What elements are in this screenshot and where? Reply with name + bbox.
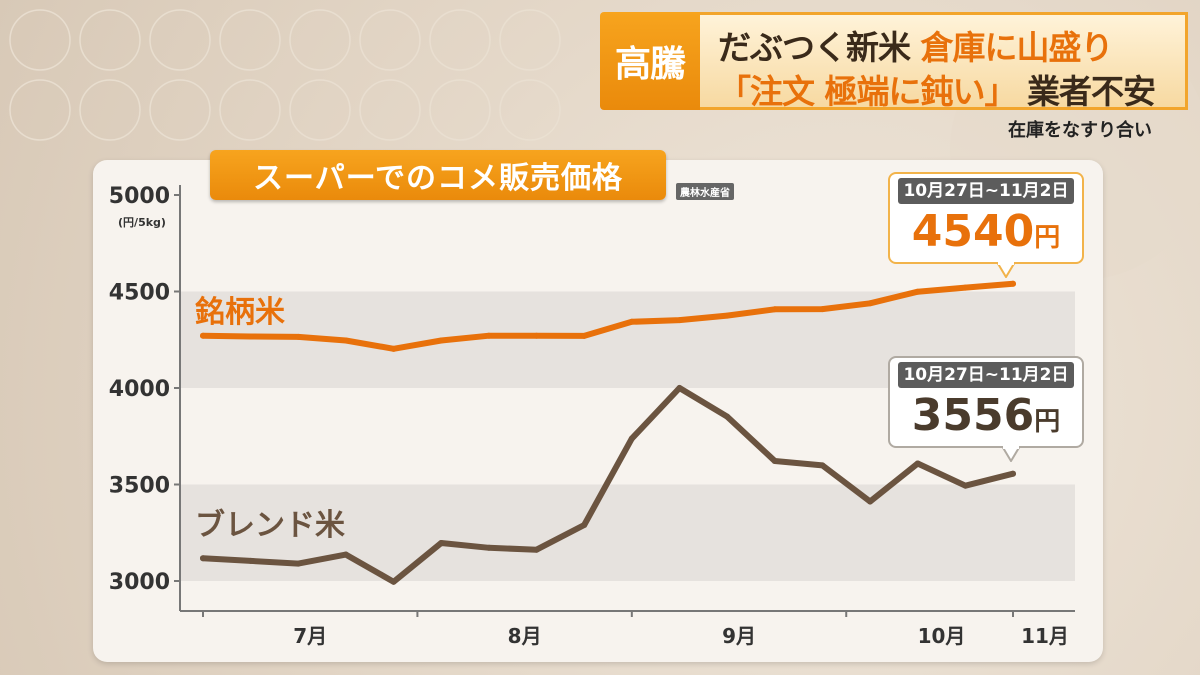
data-point [914, 460, 921, 467]
callout-brand-rice: 10月27日~11月2日 4540円 [888, 172, 1084, 264]
series-label: 銘柄米 [195, 295, 285, 330]
data-point [533, 546, 540, 553]
data-point [247, 557, 254, 564]
data-point [628, 435, 635, 442]
data-point [1010, 470, 1016, 477]
y-tick-label: 4000 [109, 377, 170, 402]
y-tick-label: 5000 [109, 184, 170, 209]
data-point [438, 539, 445, 546]
callout-blend-price: 3556円 [890, 390, 1082, 441]
callout-brand-period: 10月27日~11月2日 [898, 178, 1074, 204]
chart-title: スーパーでのコメ販売価格 [210, 150, 666, 200]
data-point [247, 333, 254, 340]
data-point [533, 332, 540, 339]
data-point [390, 578, 397, 585]
data-point [676, 385, 683, 391]
callout-blend-pointer [1000, 446, 1022, 462]
callout-brand-price-value: 4540 [911, 206, 1035, 257]
callout-blend-rice: 10月27日~11月2日 3556円 [888, 356, 1084, 448]
x-month-label: 10月 [918, 624, 966, 648]
headline-line-1b: 倉庫に山盛り [920, 28, 1114, 67]
data-point [676, 317, 683, 324]
series-label: ブレンド米 [195, 508, 345, 543]
callout-blend-price-value: 3556 [911, 390, 1035, 441]
x-month-label: 7月 [293, 624, 327, 648]
callout-brand-price-unit: 円 [1034, 223, 1061, 253]
data-point [1010, 280, 1016, 287]
data-point [867, 300, 874, 307]
data-point [628, 318, 635, 325]
x-month-label: 8月 [508, 624, 542, 648]
data-point [438, 337, 445, 344]
data-point [962, 482, 969, 489]
series-line-brand-rice [200, 280, 1016, 352]
callout-brand-pointer [995, 262, 1017, 278]
data-point [819, 306, 826, 313]
headline-title-box: だぶつく新米 倉庫に山盛り 「注文 極端に鈍い」 業者不安 [700, 12, 1188, 113]
y-tick-label: 3000 [109, 570, 170, 595]
data-point [867, 498, 874, 505]
headline-line-1a: だぶつく新米 [718, 28, 911, 67]
headline-line-2a: 「注文 極端に鈍い」 [718, 72, 1017, 111]
headline-line-2b: 業者不安 [1027, 72, 1156, 111]
grid-band [180, 484, 1075, 581]
data-point [962, 284, 969, 291]
series-line-blend-rice [200, 385, 1016, 585]
data-point [295, 333, 302, 340]
callout-brand-price: 4540円 [890, 206, 1082, 257]
data-point [914, 288, 921, 295]
y-tick-label: 4500 [109, 281, 170, 306]
chart-source: 農林水産省 [676, 183, 734, 200]
data-point [724, 413, 731, 420]
data-point [771, 306, 778, 313]
data-point [200, 555, 206, 562]
headline-line-2: 「注文 極端に鈍い」 業者不安 [718, 65, 1156, 113]
headline-banner: 高騰 だぶつく新米 倉庫に山盛り 「注文 極端に鈍い」 業者不安 [600, 12, 1188, 113]
data-point [771, 457, 778, 464]
callout-blend-price-unit: 円 [1034, 407, 1061, 437]
data-point [200, 332, 206, 339]
x-month-label: 11月 [1021, 624, 1069, 648]
headline-tag: 高騰 [600, 12, 700, 110]
data-point [581, 522, 588, 529]
data-point [390, 345, 397, 352]
y-tick-label: 3500 [109, 474, 170, 499]
x-month-label: 9月 [722, 624, 756, 648]
data-point [295, 560, 302, 567]
data-point [485, 544, 492, 551]
data-point [819, 462, 826, 469]
data-point [342, 551, 349, 558]
subcaption: 在庫をなすり合い [1008, 120, 1152, 141]
y-axis-unit-label: (円/5kg) [118, 216, 166, 229]
data-point [342, 337, 349, 344]
callout-blend-period: 10月27日~11月2日 [898, 362, 1074, 388]
data-point [724, 312, 731, 319]
headline-line-1: だぶつく新米 倉庫に山盛り [718, 21, 1114, 69]
data-point [485, 332, 492, 339]
data-point [581, 332, 588, 339]
